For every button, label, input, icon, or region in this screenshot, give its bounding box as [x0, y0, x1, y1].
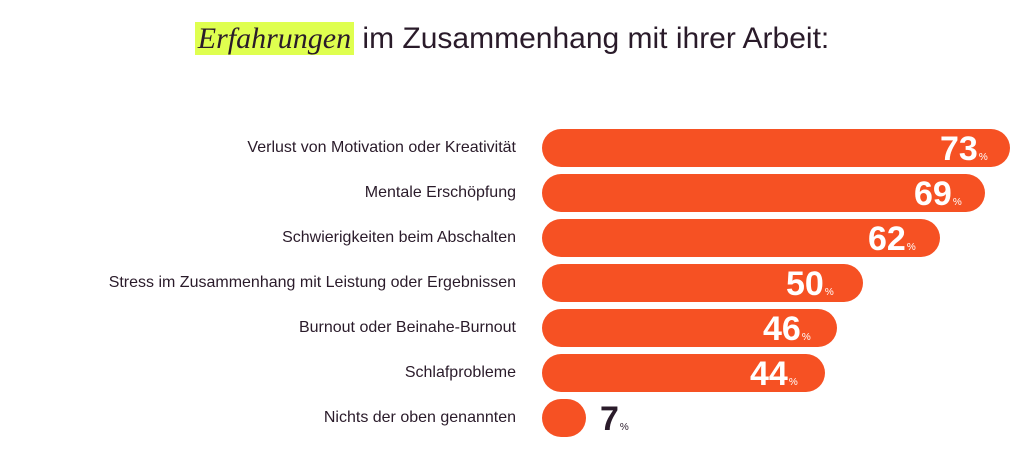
bar-value: 7%: [600, 400, 629, 438]
bar-row: Schwierigkeiten beim Abschalten 62%: [0, 219, 1024, 258]
bar-value: 69%: [914, 175, 962, 213]
bar-row: Schlafprobleme 44%: [0, 354, 1024, 393]
bar-label: Mentale Erschöpfung: [364, 184, 516, 201]
bar: [542, 309, 837, 347]
bar: [542, 399, 586, 437]
bar-label: Nichts der oben genannten: [323, 409, 516, 426]
bar-row: Mentale Erschöpfung 69%: [0, 174, 1024, 213]
bar: [542, 219, 940, 257]
title-rest: im Zusammenhang mit ihrer Arbeit:: [354, 22, 830, 55]
bar-value: 46%: [763, 310, 811, 348]
bar: [542, 174, 985, 212]
bar-label: Schwierigkeiten beim Abschalten: [282, 229, 516, 246]
bar: [542, 129, 1010, 167]
bar-value: 73%: [940, 130, 988, 168]
bar-row: Verlust von Motivation oder Kreativität …: [0, 129, 1024, 168]
title-highlight: Erfahrungen: [194, 22, 355, 55]
chart-title: Erfahrungen im Zusammenhang mit ihrer Ar…: [0, 22, 1024, 56]
bar-value: 62%: [868, 220, 916, 258]
bar: [542, 354, 825, 392]
bar: [542, 264, 863, 302]
bar-label: Stress im Zusammenhang mit Leistung oder…: [108, 274, 516, 291]
bar-row: Stress im Zusammenhang mit Leistung oder…: [0, 264, 1024, 303]
bar-row: Burnout oder Beinahe-Burnout 46%: [0, 309, 1024, 348]
bar-label: Schlafprobleme: [404, 364, 516, 381]
bar-label: Burnout oder Beinahe-Burnout: [298, 319, 516, 336]
bar-label: Verlust von Motivation oder Kreativität: [247, 139, 516, 156]
bar-value: 44%: [750, 355, 798, 393]
bar-value: 50%: [786, 265, 834, 303]
bar-row: Nichts der oben genannten 7%: [0, 399, 1024, 438]
